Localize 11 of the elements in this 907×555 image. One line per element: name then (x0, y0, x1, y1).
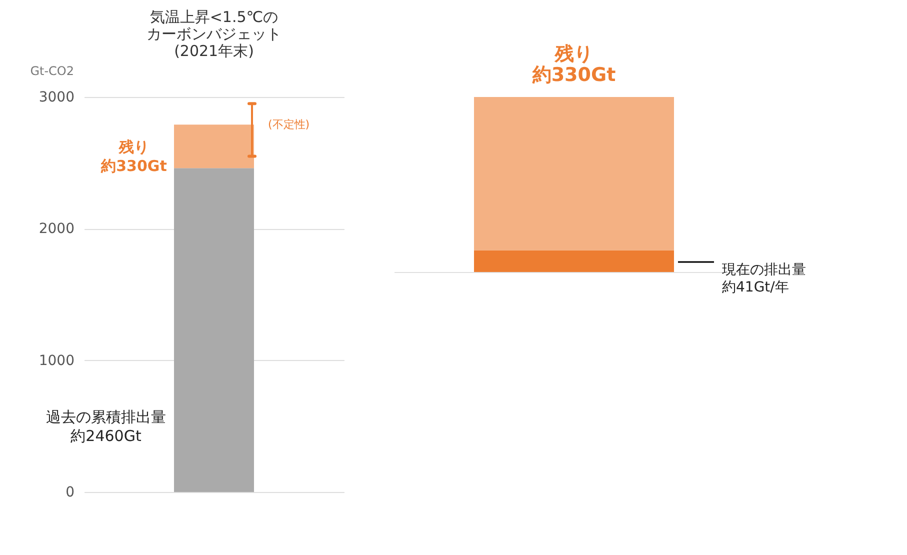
annotation: 残り約330Gt (100, 138, 167, 175)
y-axis-title: Gt-CO2 (30, 64, 74, 78)
y-tick-label: 3000 (38, 90, 74, 106)
y-tick-label: 1000 (38, 352, 74, 369)
text: 現在の排出量約41Gt/年 (722, 262, 806, 296)
annotation: 過去の累積排出量約2460Gt (46, 408, 166, 445)
annotation: (不定性) (268, 118, 310, 131)
chart-title: 残り約330Gt (531, 43, 616, 86)
chart-title: 気温上昇<1.5℃のカーボンバジェット(2021年末) (146, 8, 282, 60)
y-tick-label: 0 (66, 484, 74, 500)
y-tick-label: 2000 (38, 221, 74, 238)
